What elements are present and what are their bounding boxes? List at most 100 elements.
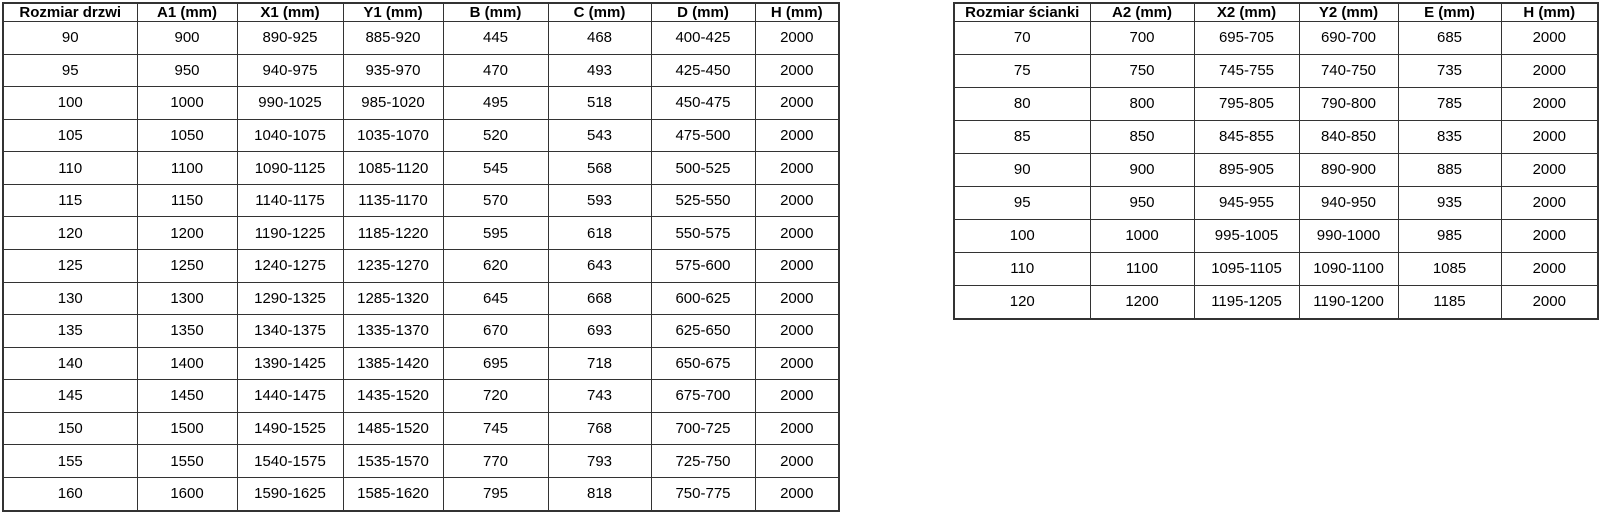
table-cell: 2000 [754, 379, 840, 413]
table-cell: 1000 [136, 86, 238, 120]
table-cell: 670 [442, 314, 549, 348]
door-table-header: Rozmiar drzwi A1 (mm) X1 (mm) Y1 (mm) B (mm)… [2, 2, 840, 22]
wall-table-header: Rozmiar ścianki A2 (mm) X2 (mm) Y2 (mm) E (m… [953, 2, 1599, 22]
column-header: A1 (mm) [136, 2, 238, 22]
table-row: 110 1100 1090-1125 1085-1120 545 568 500-525 20… [2, 151, 840, 185]
table-cell: 425-450 [650, 53, 756, 88]
table-cell: 720 [442, 379, 549, 413]
table-cell: 668 [547, 281, 652, 316]
table-row: 90 900 890-925 885-920 445 468 400-425 2000 [2, 21, 840, 55]
table-cell: 593 [547, 183, 652, 218]
table-cell: 470 [442, 53, 549, 88]
table-cell: 1500 [136, 411, 238, 446]
table-row: 95 950 940-975 935-970 470 493 425-450 2000 [2, 53, 840, 88]
table-cell: 1340-1375 [236, 314, 344, 348]
table-cell: 1190-1225 [236, 216, 344, 250]
table-cell: 950 [136, 53, 238, 88]
table-cell: 895-905 [1193, 152, 1300, 187]
table-cell: 2000 [754, 216, 840, 250]
table-cell: 120 [953, 284, 1091, 320]
table-cell: 620 [442, 248, 549, 283]
table-cell: 2000 [1500, 119, 1599, 154]
table-cell: 770 [442, 444, 549, 478]
table-row: 110 1100 1095-1105 1090-1100 1085 2000 [953, 251, 1599, 286]
table-cell: 985-1020 [342, 86, 444, 120]
table-cell: 793 [547, 444, 652, 478]
table-cell: 845-855 [1193, 119, 1300, 154]
table-cell: 518 [547, 86, 652, 120]
table-cell: 545 [442, 151, 549, 185]
table-cell: 625-650 [650, 314, 756, 348]
table-cell: 85 [953, 119, 1091, 154]
table-cell: 1550 [136, 444, 238, 478]
table-cell: 1100 [136, 151, 238, 185]
table-cell: 935-970 [342, 53, 444, 88]
table-cell: 525-550 [650, 183, 756, 218]
table-cell: 95 [953, 185, 1091, 220]
column-header: Y2 (mm) [1298, 2, 1399, 22]
table-cell: 945-955 [1193, 185, 1300, 220]
table-cell: 1350 [136, 314, 238, 348]
table-cell: 100 [953, 218, 1091, 253]
table-cell: 475-500 [650, 118, 756, 153]
table-cell: 885 [1397, 152, 1502, 187]
table-cell: 1285-1320 [342, 281, 444, 316]
table-cell: 160 [2, 476, 138, 512]
table-cell: 1250 [136, 248, 238, 283]
table-cell: 110 [953, 251, 1091, 286]
column-header: D (mm) [650, 2, 756, 22]
table-row: 100 1000 995-1005 990-1000 985 2000 [953, 218, 1599, 253]
table-cell: 135 [2, 314, 138, 348]
table-cell: 940-950 [1298, 185, 1399, 220]
table-cell: 2000 [1500, 185, 1599, 220]
table-cell: 90 [953, 152, 1091, 187]
table-row: 155 1550 1540-1575 1535-1570 770 793 725-750 20… [2, 444, 840, 478]
table-cell: 2000 [1500, 218, 1599, 253]
table-cell: 618 [547, 216, 652, 250]
table-cell: 795 [442, 476, 549, 512]
table-cell: 885-920 [342, 21, 444, 55]
table-cell: 595 [442, 216, 549, 250]
column-header: B (mm) [442, 2, 549, 22]
column-header: H (mm) [754, 2, 840, 22]
table-cell: 685 [1397, 21, 1502, 55]
table-cell: 935 [1397, 185, 1502, 220]
table-cell: 2000 [754, 151, 840, 185]
table-row: 105 1050 1040-1075 1035-1070 520 543 475-500 20… [2, 118, 840, 153]
table-row: 120 1200 1190-1225 1185-1220 595 618 550-575 20… [2, 216, 840, 250]
table-cell: 150 [2, 411, 138, 446]
table-row: 135 1350 1340-1375 1335-1370 670 693 625-650 20… [2, 314, 840, 348]
table-cell: 2000 [754, 53, 840, 88]
table-cell: 1390-1425 [236, 346, 344, 381]
table-cell: 890-900 [1298, 152, 1399, 187]
table-cell: 468 [547, 21, 652, 55]
table-cell: 90 [2, 21, 138, 55]
table-cell: 1090-1100 [1298, 251, 1399, 286]
table-cell: 110 [2, 151, 138, 185]
table-cell: 700 [1089, 21, 1195, 55]
table-cell: 1140-1175 [236, 183, 344, 218]
wall-table-body: 70 700 695-705 690-700 685 2000 75 750 745-755 74… [953, 21, 1599, 320]
table-cell: 95 [2, 53, 138, 88]
table-cell: 725-750 [650, 444, 756, 478]
table-cell: 450-475 [650, 86, 756, 120]
table-cell: 900 [1089, 152, 1195, 187]
table-cell: 1150 [136, 183, 238, 218]
table-cell: 400-425 [650, 21, 756, 55]
table-cell: 500-525 [650, 151, 756, 185]
table-cell: 1385-1420 [342, 346, 444, 381]
table-cell: 1485-1520 [342, 411, 444, 446]
table-cell: 645 [442, 281, 549, 316]
table-cell: 940-975 [236, 53, 344, 88]
table-cell: 1590-1625 [236, 476, 344, 512]
table-cell: 900 [136, 21, 238, 55]
table-cell: 1100 [1089, 251, 1195, 286]
table-cell: 1190-1200 [1298, 284, 1399, 320]
table-cell: 743 [547, 379, 652, 413]
table-cell: 80 [953, 86, 1091, 121]
column-header: H (mm) [1500, 2, 1599, 22]
table-cell: 1585-1620 [342, 476, 444, 512]
table-cell: 1095-1105 [1193, 251, 1300, 286]
table-cell: 990-1025 [236, 86, 344, 120]
table-cell: 643 [547, 248, 652, 283]
